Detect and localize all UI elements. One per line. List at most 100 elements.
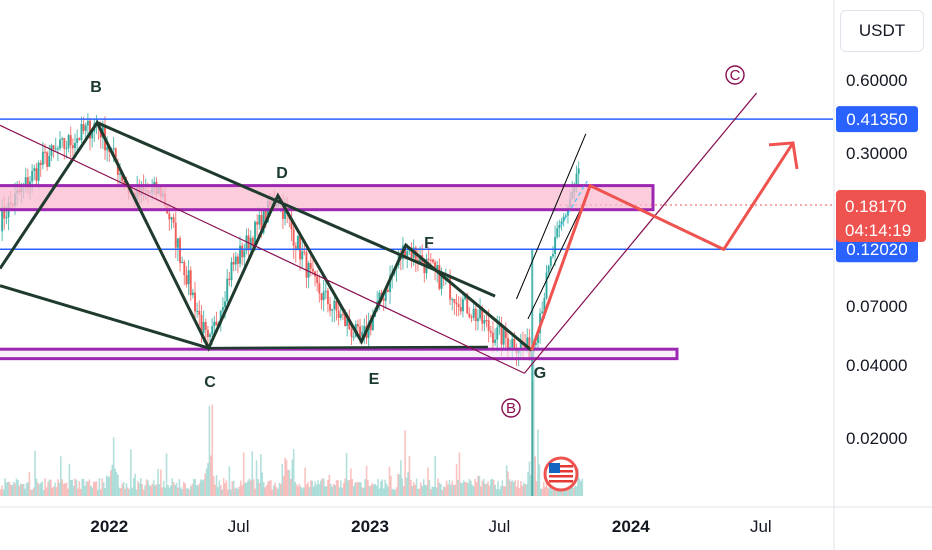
volume-bar xyxy=(317,480,319,496)
volume-bar xyxy=(1,485,4,496)
candle-body xyxy=(333,300,336,310)
candle-body xyxy=(41,151,44,165)
volume-bar xyxy=(477,475,479,496)
wedge-lower-line xyxy=(0,284,210,350)
volume-bar xyxy=(548,479,551,496)
candle-body xyxy=(50,145,53,156)
volume-bar xyxy=(117,474,119,496)
candle-body xyxy=(436,265,439,270)
volume-bar xyxy=(451,480,454,496)
volume-bar xyxy=(181,489,184,496)
volume-bar xyxy=(421,486,424,496)
volume-bar xyxy=(148,484,151,496)
volume-bar xyxy=(571,486,574,496)
volume-bar xyxy=(80,488,82,496)
candle-body xyxy=(487,320,490,331)
candle-body xyxy=(170,217,173,220)
volume-bar xyxy=(244,482,246,496)
candle-body xyxy=(76,138,79,143)
volume-bar xyxy=(110,470,112,496)
volume-bar xyxy=(525,484,528,496)
volume-bar xyxy=(358,481,361,496)
volume-bar xyxy=(290,478,292,496)
candle-body xyxy=(284,207,287,219)
x-tick-label: Jul xyxy=(228,517,250,536)
volume-bar xyxy=(225,480,228,496)
volume-bar xyxy=(338,487,341,496)
volume-bar xyxy=(100,489,102,496)
volume-bar xyxy=(415,478,418,496)
volume-bar xyxy=(395,487,398,496)
candle-body xyxy=(211,326,214,335)
candle-body xyxy=(389,275,392,293)
volume-bar xyxy=(271,489,274,496)
volume-bar xyxy=(91,487,94,496)
candle-body xyxy=(198,310,201,315)
volume-bar xyxy=(177,487,179,496)
volume-bar xyxy=(40,482,42,496)
volume-bar xyxy=(411,486,414,496)
volume-bar xyxy=(60,456,62,496)
candle-body xyxy=(367,322,370,338)
volume-bar xyxy=(435,487,438,496)
volume-bar xyxy=(441,489,444,496)
volume-bar xyxy=(410,479,412,496)
volume-bar xyxy=(385,483,388,496)
volume-bar xyxy=(144,485,146,496)
volume-bar xyxy=(175,482,178,496)
volume-bar xyxy=(394,489,396,496)
volume-bar xyxy=(281,464,284,496)
candle-body xyxy=(556,228,559,238)
volume-bar xyxy=(328,474,331,496)
candle-body xyxy=(65,148,68,150)
drawings xyxy=(0,92,833,374)
volume-bar xyxy=(420,482,422,496)
volume-bar xyxy=(150,486,152,496)
volume-bar xyxy=(145,479,148,496)
candle-body xyxy=(183,261,186,276)
candle-body xyxy=(494,339,497,343)
volume-bar xyxy=(180,487,182,496)
volume-bar xyxy=(298,483,301,496)
volume-bar xyxy=(427,467,429,496)
volume-bar xyxy=(352,486,355,496)
candle-body xyxy=(545,272,548,299)
candle-body xyxy=(236,256,239,264)
currency-selector[interactable]: USDT xyxy=(840,10,924,52)
volume-bar xyxy=(541,488,544,496)
volume-bar xyxy=(331,486,334,496)
volume-bar xyxy=(188,489,191,496)
volume-bar xyxy=(344,478,346,496)
volume-bar xyxy=(170,485,172,496)
volume-bar xyxy=(18,485,21,496)
volume-bar xyxy=(65,482,68,496)
volume-bar xyxy=(27,481,29,496)
volume-bar xyxy=(122,482,125,496)
volume-bar xyxy=(257,478,259,496)
volume-bar xyxy=(455,464,458,496)
candle-body xyxy=(356,324,359,327)
volume-bar xyxy=(15,478,18,496)
volume-bar xyxy=(544,487,546,496)
volume-bar xyxy=(318,484,321,496)
volume-bar xyxy=(195,484,198,496)
volume-bar xyxy=(300,486,302,496)
volume-bar xyxy=(481,480,484,496)
volume-bar xyxy=(151,484,154,496)
volume-bar xyxy=(142,489,145,496)
volume-bar xyxy=(341,487,344,496)
volume-bar xyxy=(242,452,245,496)
candle-body xyxy=(116,161,119,175)
volume-bar xyxy=(378,488,381,496)
candle-body xyxy=(301,251,304,260)
candle-body xyxy=(329,304,332,311)
candle-body xyxy=(264,208,267,222)
volume-bar xyxy=(88,479,91,496)
volume-bar xyxy=(301,488,304,496)
volume-bar xyxy=(340,480,342,496)
volume-bar xyxy=(45,487,48,496)
volume-bar xyxy=(332,483,335,496)
candle-body xyxy=(489,330,492,333)
volume-bar xyxy=(212,475,215,496)
